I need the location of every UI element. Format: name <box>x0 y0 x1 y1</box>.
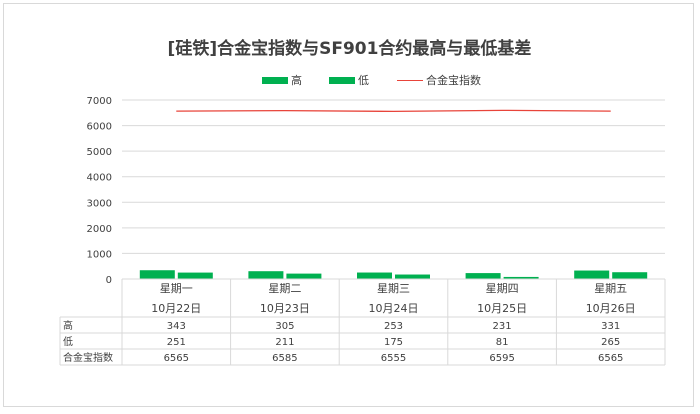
bar-high <box>248 271 284 279</box>
x-category-label: 星期三 <box>377 282 410 295</box>
y-tick-label: 6000 <box>87 122 112 133</box>
table-row-header: 合金宝指数 <box>63 351 113 364</box>
table-cell-value: 81 <box>496 337 509 348</box>
table-row-header: 低 <box>63 335 73 348</box>
x-category-label: 星期二 <box>268 282 301 295</box>
table-cell-value: 331 <box>601 321 620 332</box>
bar-low <box>503 276 539 279</box>
y-tick-label: 1000 <box>87 249 112 260</box>
bar-low <box>395 274 430 279</box>
legend-item-high: 高 <box>262 72 302 88</box>
legend-swatch-low <box>329 76 355 84</box>
bar-low <box>286 273 322 279</box>
y-tick-label: 4000 <box>87 173 112 184</box>
x-category-label: 星期五 <box>594 282 627 295</box>
x-category-date: 10月26日 <box>586 302 636 315</box>
table-cell-value: 6585 <box>272 353 297 364</box>
table-cell-value: 253 <box>384 321 403 332</box>
bar-high <box>465 273 501 279</box>
x-category-date: 10月22日 <box>151 302 201 315</box>
line-index <box>176 109 611 113</box>
y-tick-label: 0 <box>106 275 112 286</box>
y-tick-label: 2000 <box>87 224 112 235</box>
legend-item-index: 合金宝指数 <box>397 72 481 88</box>
bar-high <box>139 270 175 279</box>
x-category-date: 10月25日 <box>477 302 527 315</box>
table-cell-value: 251 <box>167 337 186 348</box>
legend-label-index: 合金宝指数 <box>426 74 481 87</box>
chart-frame: [硅铁]合金宝指数与SF901合约最高与最低基差 高 低 合金宝指数 <box>3 3 694 407</box>
table-cell-value: 6555 <box>381 353 406 364</box>
chart-title: [硅铁]合金宝指数与SF901合约最高与最低基差 <box>167 39 532 59</box>
table-cell-value: 175 <box>384 337 403 348</box>
table-cell-value: 343 <box>167 321 186 332</box>
bar-high <box>574 270 610 279</box>
table-cell-value: 211 <box>275 337 294 348</box>
y-tick-label: 7000 <box>87 96 112 107</box>
legend-item-low: 低 <box>329 72 369 88</box>
legend-swatch-high <box>262 76 288 84</box>
table-cell-value: 265 <box>601 337 620 348</box>
table-cell-value: 305 <box>275 321 294 332</box>
legend-swatch-index <box>397 79 423 81</box>
x-category-label: 星期四 <box>486 282 519 295</box>
table-cell-value: 231 <box>493 321 512 332</box>
bar-high <box>357 272 392 279</box>
table-cell-value: 6595 <box>489 353 514 364</box>
legend-label-high: 高 <box>291 74 302 87</box>
table-cell-value: 6565 <box>164 353 189 364</box>
y-tick-label: 3000 <box>87 198 112 209</box>
x-category-date: 10月23日 <box>260 302 310 315</box>
legend-label-low: 低 <box>358 74 369 87</box>
x-category-label: 星期一 <box>160 282 193 295</box>
table-row-header: 高 <box>63 319 73 332</box>
table-cell-value: 6565 <box>598 353 623 364</box>
y-tick-label: 5000 <box>87 147 112 158</box>
x-category-date: 10月24日 <box>369 302 419 315</box>
bar-low <box>177 272 213 279</box>
bar-low <box>612 272 648 279</box>
